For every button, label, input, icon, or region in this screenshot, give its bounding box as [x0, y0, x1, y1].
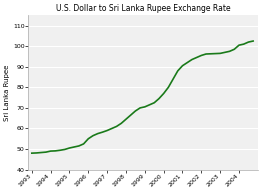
Title: U.S. Dollar to Sri Lanka Rupee Exchange Rate: U.S. Dollar to Sri Lanka Rupee Exchange … [56, 4, 230, 13]
Y-axis label: Sri Lanka Rupee: Sri Lanka Rupee [4, 64, 10, 121]
